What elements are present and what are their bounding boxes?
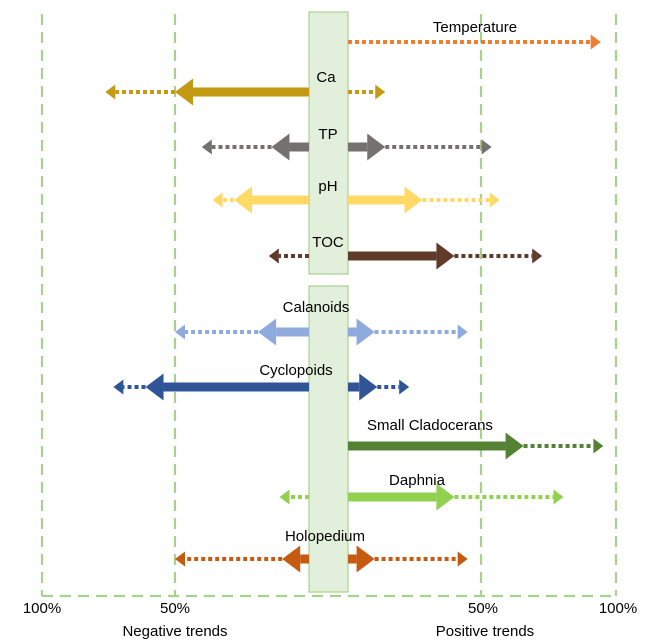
guide-lines [40,14,618,598]
label-holopedium: Holopedium [285,528,365,545]
arrowhead-solid-positive [356,318,375,346]
arrowhead-dotted-negative [105,84,116,100]
center-bar-environment [308,11,349,275]
positive-trends-caption: Positive trends [436,623,534,640]
center-bar-zooplankton [308,285,349,593]
trend-arrow-cyclopoids [113,373,410,401]
arrowhead-solid-positive [359,373,378,401]
arrowhead-solid-positive [436,483,455,511]
trend-arrow-ca [105,78,386,106]
axis-right-100-label: 100% [599,600,637,617]
trend-arrow-daphnia [279,483,564,511]
arrowhead-dotted-positive [489,192,500,208]
negative-trends-caption: Negative trends [122,623,227,640]
label-calanoids: Calanoids [283,299,350,316]
label-cyclopoids: Cyclopoids [259,362,332,379]
arrowhead-solid-negative [282,545,301,573]
trend-arrow-holopedium [175,545,468,573]
axis-right-50-label: 50% [468,600,498,617]
label-ca: Ca [316,69,336,86]
center-bars [308,11,349,593]
trend-arrow-toc [268,242,543,270]
arrowhead-dotted-negative [113,379,124,395]
arrowhead-solid-positive [367,133,386,161]
label-temperature: Temperature [433,19,517,36]
arrowhead-dotted-negative [268,248,279,264]
arrowhead-dotted-positive [593,438,604,454]
trend-arrow-ph [212,186,500,214]
arrowhead-dotted-positive [457,551,468,567]
trend-arrow-calanoids [175,318,468,346]
arrowhead-dotted-positive [553,489,564,505]
arrowhead-dotted-positive [590,34,601,50]
label-tp: TP [318,126,337,143]
arrowhead-dotted-positive [532,248,543,264]
arrowhead-dotted-negative [212,192,223,208]
label-toc: TOC [312,234,344,251]
trend-arrows [105,34,604,573]
arrowhead-solid-negative [258,318,277,346]
arrowhead-dotted-negative [201,139,212,155]
arrowhead-dotted-positive [457,324,468,340]
arrowhead-dotted-positive [375,84,386,100]
arrowhead-dotted-negative [279,489,290,505]
arrowhead-solid-negative [233,186,252,214]
axis-left-50-label: 50% [160,600,190,617]
label-ph: pH [318,178,337,195]
trend-arrow-small_cladocerans [348,432,604,460]
arrowhead-dotted-positive [481,139,492,155]
arrowhead-dotted-positive [399,379,410,395]
arrowhead-solid-positive [404,186,423,214]
arrowhead-dotted-negative [175,324,185,340]
arrowhead-dotted-negative [175,551,185,567]
arrowhead-solid-positive [436,242,455,270]
arrowhead-solid-positive [356,545,375,573]
trend-arrow-tp [201,133,492,161]
trend-arrow-temperature [348,34,601,50]
trend-labels: Temperature Ca TP pH TOC Calanoids Cyclopoids S… [259,19,517,545]
label-small_cladocerans: Small Cladocerans [367,417,493,434]
arrowhead-solid-negative [175,78,193,106]
axis-left-100-label: 100% [23,600,61,617]
arrowhead-solid-negative [271,133,290,161]
arrowhead-solid-positive [505,432,524,460]
label-daphnia: Daphnia [389,472,446,489]
arrowhead-solid-negative [145,373,164,401]
